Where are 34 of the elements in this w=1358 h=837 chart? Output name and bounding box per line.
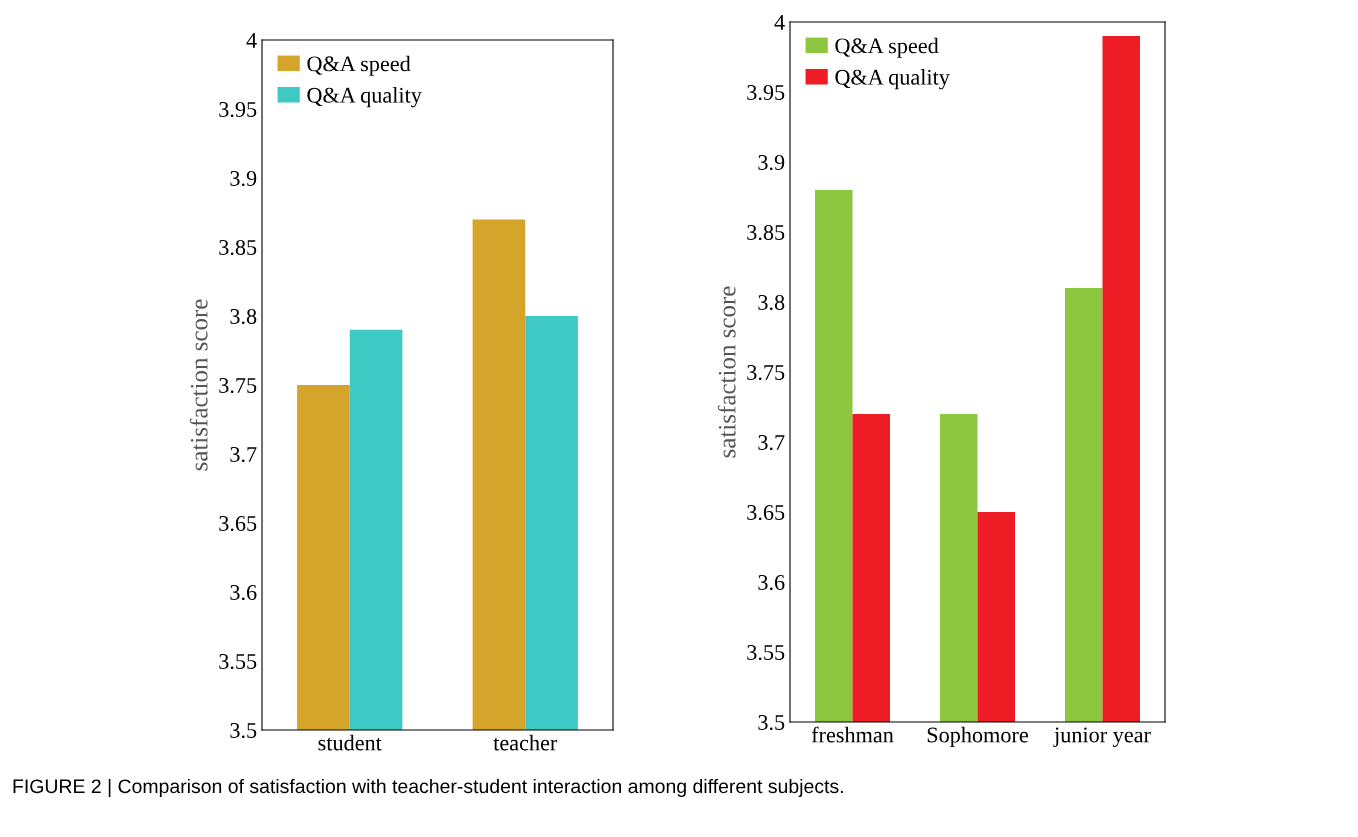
y-tick-label: 3.6 (758, 574, 785, 591)
y-tick-label: 3.65 (219, 515, 257, 532)
y-tick-label: 3.9 (230, 170, 257, 187)
y-tick-label: 3.55 (219, 653, 257, 670)
y-tick-label: 3.95 (219, 101, 257, 118)
y-tick-label: 3.8 (230, 308, 257, 325)
y-tick-label: 3.75 (747, 364, 785, 381)
y-axis-title: satisfaction score (189, 299, 208, 471)
y-tick-label: 3.95 (747, 84, 785, 101)
y-axis-title: satisfaction score (717, 286, 736, 458)
y-tick-label: 3.6 (230, 584, 257, 601)
x-tick-label: junior year (1053, 727, 1151, 748)
y-tick-label: 3.55 (747, 644, 785, 661)
y-tick-label: 4 (246, 33, 257, 48)
y-tick-label: 3.85 (219, 239, 257, 256)
x-tick-label: Sophomore (927, 726, 1028, 748)
x-tick-label: teacher (493, 734, 558, 751)
legend-label: Q&A quality (307, 87, 422, 108)
y-tick-label: 3.75 (219, 377, 257, 394)
caption: FIGURE 2 | Comparison of satisfaction with teacher-student interaction among different subjects. (13, 778, 843, 798)
y-tick-label: 3.8 (758, 294, 785, 311)
y-tick-label: 3.5 (230, 722, 257, 739)
y-tick-label: 3.65 (747, 504, 785, 521)
x-tick-label: student (318, 734, 382, 751)
x-tick-label: freshman (811, 726, 894, 743)
y-tick-label: 4 (774, 15, 785, 30)
y-tick-label: 3.85 (747, 224, 785, 241)
legend-label: Q&A speed (835, 37, 939, 58)
legend-label: Q&A quality (835, 69, 950, 90)
y-tick-label: 3.5 (758, 714, 785, 731)
y-tick-label: 3.9 (758, 154, 785, 171)
y-tick-label: 3.7 (758, 434, 785, 451)
legend-label: Q&A speed (307, 55, 411, 76)
y-tick-label: 3.7 (230, 446, 257, 463)
